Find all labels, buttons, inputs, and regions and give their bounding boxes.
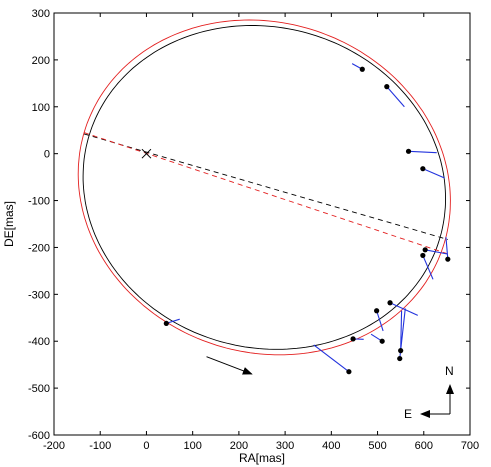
observation-point-11 <box>398 348 404 354</box>
observation-point-12 <box>397 355 403 362</box>
x-tick-label: 700 <box>461 440 479 452</box>
y-axis-label: DE[mas] <box>2 201 16 247</box>
residual-line-2 <box>408 150 437 154</box>
x-tick-label: 300 <box>276 440 294 452</box>
y-tick-label: -400 <box>28 336 50 348</box>
x-tick-label: -100 <box>89 440 111 452</box>
motion-direction-arrow <box>206 356 253 375</box>
observation-point-10 <box>350 336 356 342</box>
orbits-layer <box>77 19 451 356</box>
observation-point-7 <box>387 300 393 306</box>
plot-area <box>54 13 470 435</box>
x-tick-label: 500 <box>368 440 386 452</box>
observation-point-8 <box>374 308 380 314</box>
residual-line-6 <box>445 237 449 260</box>
residual-line-8 <box>376 310 384 332</box>
y-tick-label: -100 <box>28 196 50 208</box>
y-tick-label: -200 <box>28 242 50 254</box>
observations-layer <box>163 66 451 375</box>
y-tick-label: -600 <box>28 430 50 442</box>
residual-line-3 <box>422 168 445 179</box>
line-of-nodes-1 <box>83 132 448 254</box>
orbit-ellipse-0 <box>82 25 446 350</box>
residual-line-7 <box>389 302 418 316</box>
y-tick-label: 100 <box>32 102 50 114</box>
observation-point-9 <box>379 338 385 344</box>
observation-point-13 <box>346 369 352 375</box>
residual-line-1 <box>386 86 405 108</box>
orbit-ellipse-1 <box>77 19 451 356</box>
observation-point-14 <box>163 320 169 327</box>
y-tick-label: 300 <box>32 8 50 20</box>
y-tick-label: -300 <box>28 289 50 301</box>
residual-line-4 <box>425 249 448 255</box>
x-tick-label: 400 <box>322 440 340 452</box>
x-axis: -200 -100 0 100 200 300 400 500 600 700 <box>43 13 479 452</box>
y-tick-label: 0 <box>44 149 50 161</box>
y-tick-label: 200 <box>32 55 50 67</box>
observation-point-5 <box>420 252 426 259</box>
x-axis-label: RA[mas] <box>239 451 285 465</box>
motion-arrow-layer <box>206 356 253 375</box>
observation-point-3 <box>420 166 426 172</box>
x-tick-label: 100 <box>183 440 201 452</box>
plot-frame <box>53 12 471 436</box>
observation-point-1 <box>384 84 390 90</box>
observation-point-4 <box>422 247 428 253</box>
x-tick-label: 200 <box>230 440 248 452</box>
primary-star-marker <box>141 148 152 159</box>
y-axis: -600 -500 -400 -300 -200 -100 0 100 200 300 <box>28 8 470 442</box>
observation-point-0 <box>359 66 365 72</box>
east-label: E <box>404 407 412 421</box>
x-tick-label: 0 <box>143 440 149 452</box>
y-tick-label: -500 <box>28 383 50 395</box>
x-tick-label: -200 <box>43 440 65 452</box>
observation-point-6 <box>445 256 451 262</box>
residual-line-5 <box>422 255 434 280</box>
compass: N E <box>404 364 454 421</box>
residuals-layer <box>166 63 449 373</box>
residual-line-13 <box>313 344 350 373</box>
north-label: N <box>445 364 454 378</box>
primary-star-layer <box>141 148 152 159</box>
observation-point-2 <box>405 148 412 154</box>
x-tick-label: 600 <box>415 440 433 452</box>
